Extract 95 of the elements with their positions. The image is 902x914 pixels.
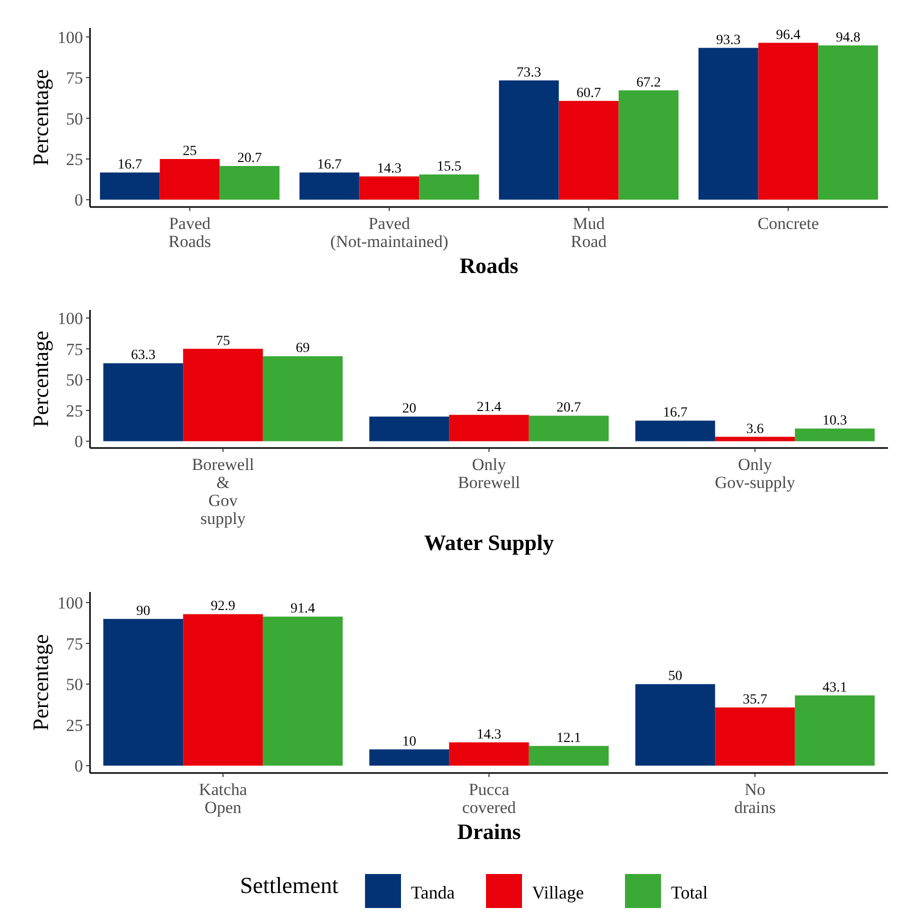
bar <box>818 45 878 200</box>
bar <box>528 416 609 442</box>
data-label: 16.7 <box>118 158 142 172</box>
y-tick-label: 100 <box>58 594 83 613</box>
bar <box>449 742 529 766</box>
bar <box>220 166 280 200</box>
data-label: 20.7 <box>556 400 582 416</box>
data-label: 12.1 <box>556 730 582 746</box>
y-axis-title: Percentage <box>28 69 53 166</box>
y-tick-label: 75 <box>66 68 83 88</box>
bar <box>100 172 160 200</box>
x-axis-title: Roads <box>460 253 519 278</box>
data-label: 15.5 <box>436 159 462 174</box>
bar <box>498 80 559 200</box>
bar <box>794 695 875 766</box>
y-tick-label: 25 <box>66 401 83 420</box>
data-label: 14.3 <box>377 161 402 176</box>
y-tick-label: 100 <box>58 308 83 328</box>
data-label: 3.6 <box>746 422 764 437</box>
data-label: 20 <box>402 402 416 417</box>
data-label: 21.4 <box>476 400 502 415</box>
legend-label: Village <box>532 882 584 902</box>
bar <box>698 48 758 200</box>
data-label: 16.7 <box>317 158 342 172</box>
bar <box>618 90 679 200</box>
x-tick-label: Paved (Not-maintained) <box>330 214 448 251</box>
data-label: 94.8 <box>836 30 860 46</box>
bar <box>635 420 716 442</box>
legend-label: Total <box>671 882 708 902</box>
bar <box>103 618 184 766</box>
data-label: 60.7 <box>576 86 601 101</box>
x-tick-label: Paved Roads <box>168 214 212 251</box>
data-label: 90 <box>136 604 150 619</box>
data-label: 10.3 <box>822 414 848 429</box>
bar <box>758 42 818 200</box>
bar <box>183 348 263 442</box>
data-label: 96.4 <box>776 28 800 43</box>
bar <box>715 707 795 766</box>
data-label: 16.7 <box>662 406 688 421</box>
data-label: 92.9 <box>210 599 236 614</box>
data-label: 73.3 <box>516 65 542 80</box>
x-tick-label: Borewell & Gov supply <box>192 455 254 528</box>
bar <box>103 363 184 442</box>
y-axis-title: Percentage <box>28 634 53 731</box>
data-label: 69 <box>296 341 310 356</box>
bar <box>449 414 529 442</box>
bar <box>369 416 450 442</box>
legend-label: Tanda <box>411 882 455 902</box>
x-tick-label: Katcha Open <box>198 780 248 817</box>
data-label: 35.7 <box>742 692 768 708</box>
bar <box>299 172 360 200</box>
y-tick-label: 0 <box>74 756 83 776</box>
x-tick-label: No drains <box>734 780 776 817</box>
y-tick-label: 75 <box>66 340 83 359</box>
y-tick-label: 50 <box>66 675 83 694</box>
data-label: 91.4 <box>290 602 316 617</box>
bar <box>359 176 420 200</box>
x-tick-label: Only Gov-supply <box>714 455 796 492</box>
bar <box>262 616 343 766</box>
bar <box>794 428 875 442</box>
data-label: 63.3 <box>130 348 156 364</box>
bar <box>528 746 609 766</box>
x-tick-label: Pucca covered <box>462 780 516 817</box>
x-tick-label: Concrete <box>758 214 819 233</box>
data-label: 75 <box>216 334 230 349</box>
x-tick-label: Mud Road <box>570 214 608 251</box>
y-tick-label: 0 <box>74 190 83 210</box>
y-tick-label: 25 <box>66 716 83 735</box>
data-label: 43.1 <box>822 680 848 696</box>
data-label: 67.2 <box>636 75 661 90</box>
bar <box>160 158 220 200</box>
data-label: 50 <box>668 669 682 684</box>
data-label: 25 <box>182 144 197 159</box>
x-axis-title: Water Supply <box>424 530 554 555</box>
bar <box>715 436 795 442</box>
bar <box>262 356 343 442</box>
x-axis-title: Drains <box>457 819 522 844</box>
y-tick-label: 50 <box>66 370 83 390</box>
y-axis-title: Percentage <box>28 330 53 428</box>
x-tick-label: Only Borewell <box>458 455 520 492</box>
data-label: 10 <box>402 734 416 750</box>
data-label: 14.3 <box>476 727 502 742</box>
bar <box>419 174 480 200</box>
legend-title: Settlement <box>240 873 339 898</box>
y-tick-label: 75 <box>66 634 83 654</box>
bar <box>635 684 716 766</box>
bar <box>183 614 263 766</box>
bar <box>369 749 450 766</box>
y-tick-label: 50 <box>66 109 83 128</box>
y-tick-label: 100 <box>58 28 83 47</box>
data-label: 20.7 <box>237 150 262 166</box>
bar <box>558 100 619 200</box>
data-label: 93.3 <box>716 32 741 48</box>
y-tick-label: 25 <box>66 150 83 169</box>
y-tick-label: 0 <box>74 432 83 452</box>
